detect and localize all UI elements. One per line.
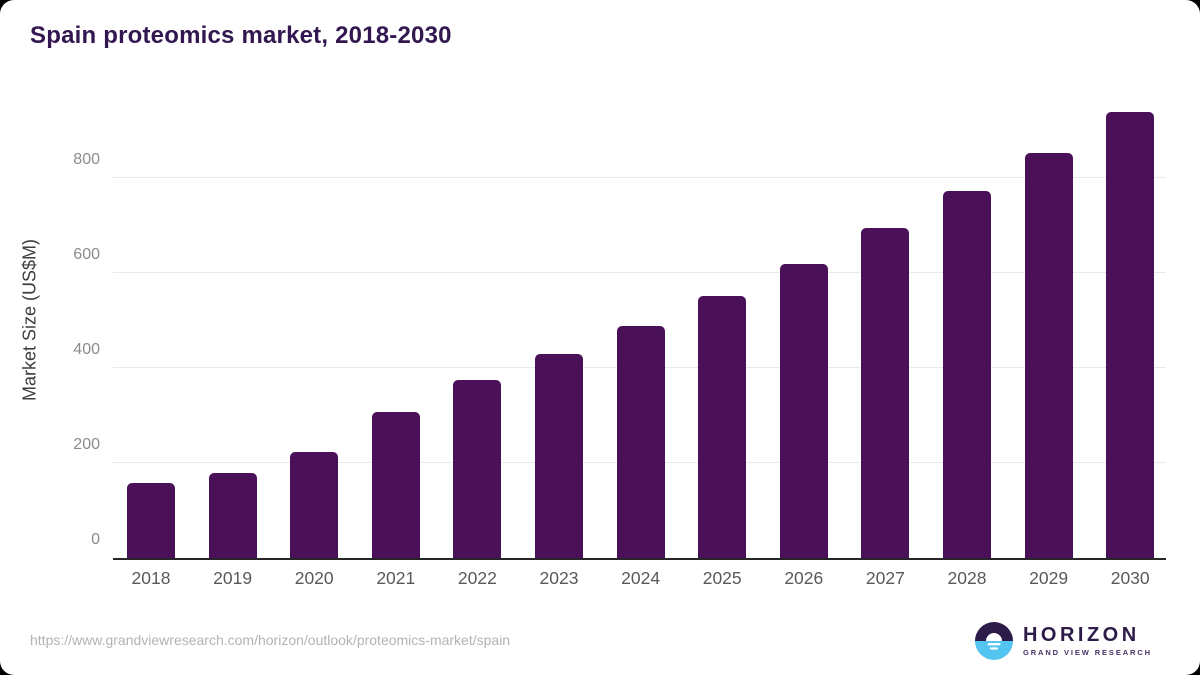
gridline-600	[113, 272, 1166, 273]
logo-subtitle: GRAND VIEW RESEARCH	[1022, 648, 1152, 658]
bar-2025	[698, 295, 747, 558]
brand-logo: HORIZON GRAND VIEW RESEARCH	[974, 622, 1152, 660]
x-tick-label-2018: 2018	[131, 568, 171, 588]
bar-2024	[616, 326, 665, 558]
x-tick-label-2023: 2023	[539, 568, 579, 588]
bar-2027	[861, 227, 910, 558]
bar-2030	[1106, 111, 1155, 558]
bar-2028	[943, 190, 991, 558]
bar-2019	[208, 473, 257, 558]
logo-name: HORIZON	[1022, 624, 1140, 647]
bar-2021	[371, 412, 420, 558]
x-tick-label-2022: 2022	[457, 568, 497, 588]
bar-2023	[535, 353, 583, 558]
x-tick-label-2021: 2021	[376, 568, 416, 588]
y-tick-label-800: 800	[73, 151, 100, 168]
source-url: https://www.grandviewresearch.com/horizo…	[30, 632, 511, 648]
y-tick-label-0: 0	[91, 531, 100, 548]
bar-2018	[127, 482, 175, 558]
x-tick-label-2019: 2019	[213, 568, 253, 588]
bar-2026	[779, 263, 828, 558]
bar-2020	[290, 452, 339, 558]
bar-2029	[1024, 152, 1073, 558]
x-tick-label-2024: 2024	[621, 568, 661, 588]
x-tick-label-2025: 2025	[702, 568, 742, 588]
y-tick-label-400: 400	[73, 341, 100, 358]
y-tick-label-600: 600	[73, 246, 100, 263]
sunset-circle-icon	[974, 622, 1013, 660]
x-tick-label-2028: 2028	[947, 568, 987, 588]
chart-title: Spain proteomics market, 2018-2030	[30, 22, 452, 49]
x-tick-label-2026: 2026	[784, 568, 824, 588]
plot-area: 0 200 400 600 800 2018 2019 2020 2021 2022 2023 202…	[73, 100, 1166, 588]
y-tick-label-200: 200	[73, 436, 100, 453]
x-tick-label-2029: 2029	[1029, 568, 1069, 588]
bar-2022	[453, 379, 502, 558]
x-tick-label-2030: 2030	[1110, 568, 1150, 588]
gridline-800	[113, 177, 1166, 178]
x-tick-label-2020: 2020	[294, 568, 334, 588]
x-tick-label-2027: 2027	[865, 568, 905, 588]
